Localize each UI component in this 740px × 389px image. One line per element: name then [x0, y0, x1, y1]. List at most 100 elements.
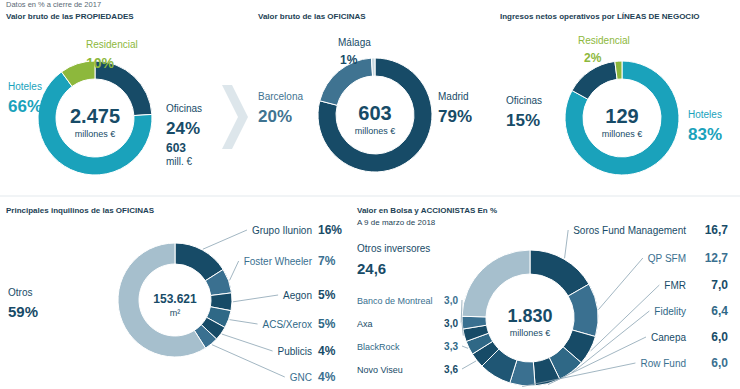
annotation: 603: [358, 102, 391, 124]
category-label: Otros inversores: [357, 243, 430, 254]
annotation: m²: [170, 308, 181, 318]
leader-line: [461, 300, 463, 323]
slice: [462, 316, 487, 329]
category-label: BlackRock: [357, 342, 400, 352]
leader-line: [233, 295, 278, 302]
category-label: Residencial: [578, 35, 630, 46]
category-label: Barcelona: [258, 91, 303, 102]
slices: [38, 61, 152, 175]
chart-title: Valor bruto de las PROPIEDADES: [6, 12, 134, 21]
leader-line: [598, 258, 642, 310]
slices: [318, 58, 432, 172]
category-label: Málaga: [338, 37, 371, 48]
category-label: Banco de Montreal: [357, 296, 433, 306]
chart-title: Principales inquilinos de las OFICINAS: [6, 206, 155, 215]
category-label: Madrid: [438, 91, 469, 102]
slice: [568, 284, 598, 336]
slice: [572, 61, 617, 99]
annotation: 129: [605, 105, 638, 127]
header: Datos en % a cierre de 2017: [6, 0, 101, 9]
category-label: Fidelity: [654, 306, 686, 317]
category-label: Hoteles: [8, 81, 42, 92]
category-label: QP SFM: [648, 253, 686, 264]
category-label: Axa: [357, 319, 373, 329]
leader-line: [462, 323, 463, 336]
slice: [205, 269, 231, 295]
leader-line: [548, 337, 646, 385]
value-label: 66%: [8, 97, 42, 116]
value-label: 24,6: [357, 260, 386, 277]
annotation: 1.830: [507, 306, 552, 326]
category-label: Canepa: [651, 332, 686, 343]
leader-line: [462, 346, 468, 348]
chart-title: Valor bruto de las OFICINAS: [258, 12, 366, 21]
value-label: 7%: [318, 254, 336, 268]
value-label: 2%: [584, 51, 602, 65]
category-label: Soros Fund Management: [573, 225, 686, 236]
value-label: 10%: [86, 55, 115, 71]
value-label: 3,3: [444, 341, 458, 352]
leader-line: [591, 285, 660, 351]
value-label: 24%: [166, 119, 200, 138]
leader-line: [565, 230, 569, 258]
value-label: 1%: [340, 53, 358, 67]
slices: [462, 250, 598, 386]
category-label: GNC: [290, 372, 312, 383]
category-label: Publicis: [278, 346, 312, 357]
chart-root: Datos en % a cierre de 2017 Valor bruto d…: [0, 0, 740, 389]
annotation: millones €: [602, 129, 643, 139]
donut-panel: Valor bruto de las OFICINAS Madrid 79% Barc…: [258, 12, 472, 172]
donut-panel: Valor bruto de las PROPIEDADES Oficinas 24…: [6, 12, 202, 175]
category-label: ACS/Xerox: [263, 319, 312, 330]
value-label: 12,7: [705, 251, 729, 265]
slice: [371, 58, 375, 76]
value-label: 16,7: [705, 223, 729, 237]
value-label: 79%: [438, 107, 472, 126]
infographic: Datos en % a cierre de 2017 Valor bruto d…: [0, 0, 740, 389]
annotation: millones €: [510, 328, 551, 338]
category-label: Oficinas: [506, 95, 542, 106]
donut-panel: Principales inquilinos de las OFICINAS Gr…: [6, 206, 342, 384]
leader-line: [203, 230, 247, 249]
category-label: Aegon: [283, 290, 312, 301]
category-label: Novo Viseu: [357, 365, 403, 375]
slice: [615, 61, 622, 79]
value-label: 15%: [506, 111, 540, 130]
slices: [118, 243, 232, 357]
separator: [0, 196, 740, 197]
category-label: Foster Wheeler: [244, 256, 313, 267]
value-label: 3,6: [444, 364, 458, 375]
category-label: FMR: [664, 280, 686, 291]
leader-line: [230, 320, 258, 324]
category-label: Residencial: [86, 39, 138, 50]
leader-line: [522, 363, 635, 387]
slices: [565, 61, 679, 175]
chevron: [222, 85, 248, 149]
value-label: 6,0: [711, 356, 728, 370]
annotation: 2.475: [70, 105, 120, 127]
value-label: 4%: [318, 370, 336, 384]
value-label: 16%: [318, 223, 342, 237]
category-label: Otros: [8, 287, 32, 298]
category-label: Oficinas: [166, 103, 202, 114]
leader-line: [230, 261, 239, 280]
annotation: mill. €: [166, 156, 193, 167]
chart-title: Ingresos netos operativos por LÍNEAS DE …: [500, 12, 700, 21]
donut-panel: Ingresos netos operativos por LÍNEAS DE …: [500, 12, 722, 175]
value-label: 6,4: [711, 304, 728, 318]
slice: [318, 58, 432, 172]
value-label: 3,0: [444, 318, 458, 329]
slice: [38, 72, 152, 175]
annotation: 603: [166, 141, 186, 155]
category-label: Row Fund: [640, 358, 686, 369]
leader-line: [222, 334, 273, 351]
slice: [118, 243, 206, 357]
category-label: Grupo Ilunion: [252, 225, 312, 236]
value-label: 6,0: [711, 330, 728, 344]
value-label: 5%: [318, 317, 336, 331]
annotation: 153.621: [153, 292, 197, 306]
leader-line: [462, 361, 476, 369]
value-label: 83%: [688, 125, 722, 144]
category-label: Hoteles: [688, 109, 722, 120]
value-label: 4%: [318, 344, 336, 358]
